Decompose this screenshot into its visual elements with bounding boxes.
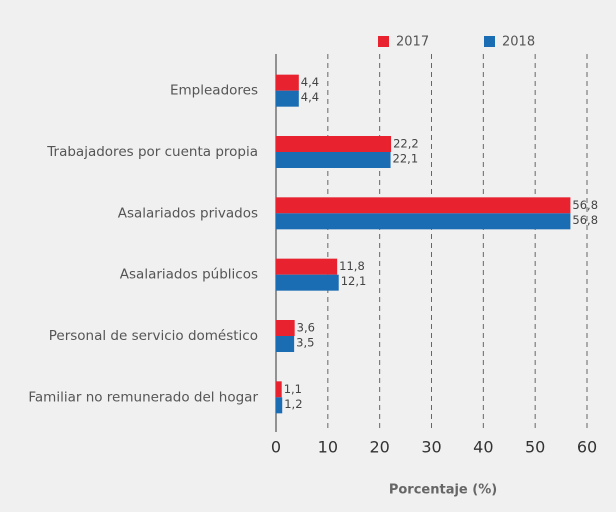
- bar: [276, 336, 295, 352]
- y-tick-label: Personal de servicio doméstico: [49, 328, 258, 344]
- x-tick-label: 20: [369, 438, 389, 457]
- value-label: 22,2: [393, 137, 419, 151]
- x-axis-label: Porcentaje (%): [389, 483, 497, 498]
- x-tick-label: 10: [318, 438, 338, 457]
- bar: [276, 274, 339, 291]
- x-tick-label: 60: [577, 438, 597, 457]
- value-label: 3,6: [297, 321, 315, 335]
- value-label: 1,1: [284, 382, 302, 396]
- bar: [276, 213, 571, 230]
- value-label: 1,2: [284, 397, 302, 411]
- bar: [276, 74, 299, 91]
- bar: [276, 197, 571, 214]
- value-label: 4,4: [301, 75, 319, 89]
- legend-swatch: [378, 36, 389, 47]
- value-label: 4,4: [301, 90, 319, 104]
- legend-label: 2018: [502, 35, 535, 50]
- value-label: 22,1: [393, 152, 419, 166]
- value-label: 12,1: [341, 274, 367, 288]
- x-tick-label: 0: [271, 438, 281, 457]
- bar: [276, 258, 338, 275]
- y-tick-label: Trabajadores por cuenta propia: [46, 144, 258, 160]
- y-tick-label: Familiar no remunerado del hogar: [28, 389, 258, 405]
- value-label: 56,8: [572, 198, 598, 212]
- value-label: 3,5: [296, 336, 314, 350]
- legend-swatch: [484, 36, 495, 47]
- value-label: 11,8: [339, 259, 365, 273]
- bar: [276, 381, 282, 398]
- value-label: 56,8: [572, 213, 598, 227]
- bar: [276, 152, 391, 168]
- y-tick-label: Asalariados privados: [118, 205, 258, 221]
- x-tick-label: 50: [525, 438, 545, 457]
- bar: [276, 90, 299, 107]
- bar: [276, 320, 295, 336]
- x-tick-label: 30: [421, 438, 441, 457]
- x-tick-label: 40: [473, 438, 493, 457]
- bar: [276, 136, 392, 152]
- y-tick-label: Asalariados públicos: [120, 267, 258, 283]
- legend-label: 2017: [396, 35, 429, 50]
- y-tick-label: Empleadores: [170, 83, 258, 99]
- bar: [276, 397, 283, 414]
